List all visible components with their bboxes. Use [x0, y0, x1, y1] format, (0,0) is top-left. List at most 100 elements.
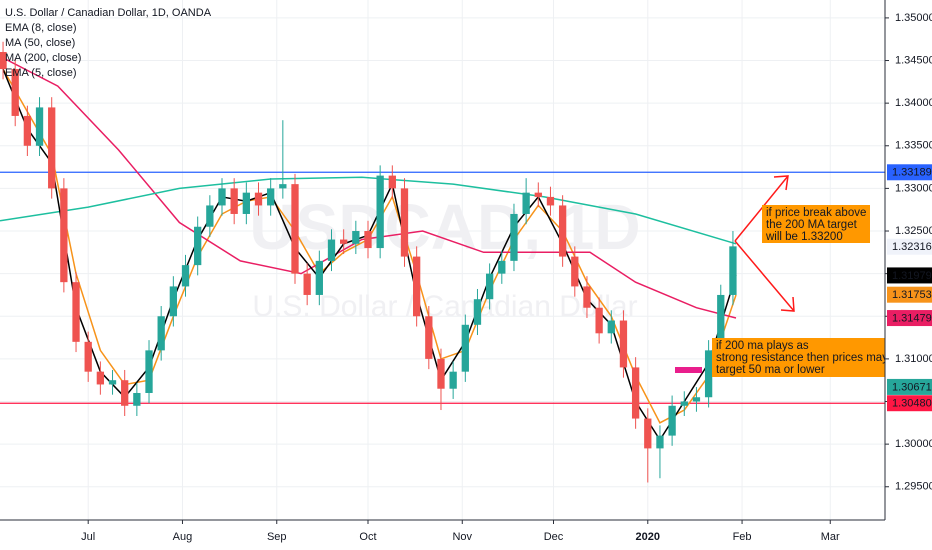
candle-body	[656, 435, 664, 449]
time-axis	[0, 520, 885, 550]
price-label-box	[887, 286, 932, 303]
candle-body	[498, 260, 506, 274]
candle-body	[388, 175, 396, 189]
y-tick-label: 1.31000	[895, 353, 932, 365]
candle-body	[607, 320, 615, 334]
y-tick-label: 1.33500	[895, 140, 932, 152]
annotation-text: if price break above	[766, 207, 866, 219]
chart-title: U.S. Dollar / Canadian Dollar, 1D, OANDA	[5, 7, 212, 19]
x-tick-label: Mar	[821, 531, 840, 543]
candle-body	[121, 380, 129, 406]
x-tick-label: Jul	[81, 531, 95, 543]
arrow-head	[780, 296, 795, 312]
legend-entry: MA (50, close)	[5, 37, 75, 49]
candle-body	[376, 175, 384, 249]
price-label-box	[887, 267, 932, 284]
price-label: 1.30671	[892, 381, 932, 393]
candle-body	[60, 188, 68, 283]
price-label-box	[887, 310, 932, 327]
price-label: 1.32316	[892, 241, 932, 253]
candle-body	[449, 371, 457, 389]
candle-body	[668, 405, 676, 436]
annotation-text: the 200 MA target	[766, 219, 858, 231]
indicator-line	[0, 176, 737, 245]
candle-body	[534, 192, 542, 197]
y-tick-label: 1.34500	[895, 54, 932, 66]
y-tick-label: 1.32500	[895, 225, 932, 237]
candle-body	[473, 299, 482, 325]
arrows	[734, 175, 795, 312]
y-tick-label: 1.30000	[895, 438, 932, 450]
y-tick-label: 1.29500	[895, 481, 932, 493]
candle-body	[315, 260, 323, 295]
candle-body	[631, 367, 640, 419]
candle-body	[340, 239, 348, 244]
price-label-box	[887, 395, 932, 412]
price-label: 1.33189	[892, 167, 932, 179]
horizontal-lines	[0, 171, 885, 404]
candle-body	[644, 418, 652, 449]
candle-body	[267, 188, 275, 206]
candle-body	[230, 188, 238, 214]
candle-body	[558, 205, 567, 257]
candle-body	[619, 320, 628, 368]
annotation-text: if 200 ma plays as	[716, 340, 809, 352]
candle-body	[181, 265, 190, 287]
watermark-subtitle: U.S. Dollar / Canadian Dollar	[252, 290, 637, 323]
candle-body	[437, 358, 445, 389]
candle-body	[0, 52, 7, 70]
legend-entry: EMA (8, close)	[5, 22, 77, 34]
candle-body	[11, 69, 19, 116]
arrow-up	[734, 175, 789, 242]
candle-body	[254, 192, 263, 206]
x-tick-label: Nov	[452, 531, 472, 543]
legend-entry: EMA (5, close)	[5, 67, 77, 79]
candle-body	[425, 316, 433, 359]
candle-body	[133, 392, 141, 406]
annotation-text: will be 1.33200	[765, 231, 843, 243]
x-tick-label: Sep	[267, 531, 287, 543]
price-label: 1.31479	[892, 312, 932, 324]
candle-body	[704, 350, 713, 398]
candle-body	[72, 282, 80, 342]
annotation-text: strong resistance then prices may	[716, 352, 888, 364]
candle-body	[400, 188, 409, 257]
y-tick-label: 1.33000	[895, 182, 932, 194]
candle-body	[729, 246, 737, 295]
arrow-head	[773, 175, 789, 191]
candle-body	[595, 307, 603, 334]
x-tick-label: Aug	[173, 531, 193, 543]
candle-body	[510, 213, 518, 261]
x-tick-label: Oct	[359, 531, 376, 543]
price-label-box	[887, 378, 932, 395]
candle-body	[717, 294, 725, 351]
arrow-down	[734, 240, 795, 312]
x-tick-label: Feb	[733, 531, 752, 543]
candle-body	[546, 196, 555, 206]
candle-body	[84, 341, 92, 372]
candle-body	[571, 256, 579, 287]
annotation-text: target 50 ma or lower	[716, 364, 825, 376]
candle-body	[680, 401, 688, 406]
x-tick-label: Dec	[544, 531, 564, 543]
candle-body	[157, 316, 165, 351]
candle-body	[145, 350, 153, 393]
price-label-box	[887, 164, 932, 181]
grid	[0, 0, 885, 520]
candle-body	[461, 324, 469, 372]
candles	[0, 41, 737, 483]
candle-body	[206, 205, 214, 227]
price-label-box	[887, 238, 932, 255]
highlight-box	[675, 367, 702, 373]
candle-body	[48, 107, 56, 189]
candle-body	[242, 192, 250, 214]
candle-body	[96, 371, 105, 385]
candle-body	[291, 184, 299, 274]
candle-body	[327, 239, 336, 261]
candle-body	[485, 273, 494, 300]
candle-body	[35, 107, 44, 146]
candle-body	[23, 115, 32, 146]
candle-body	[522, 192, 530, 214]
